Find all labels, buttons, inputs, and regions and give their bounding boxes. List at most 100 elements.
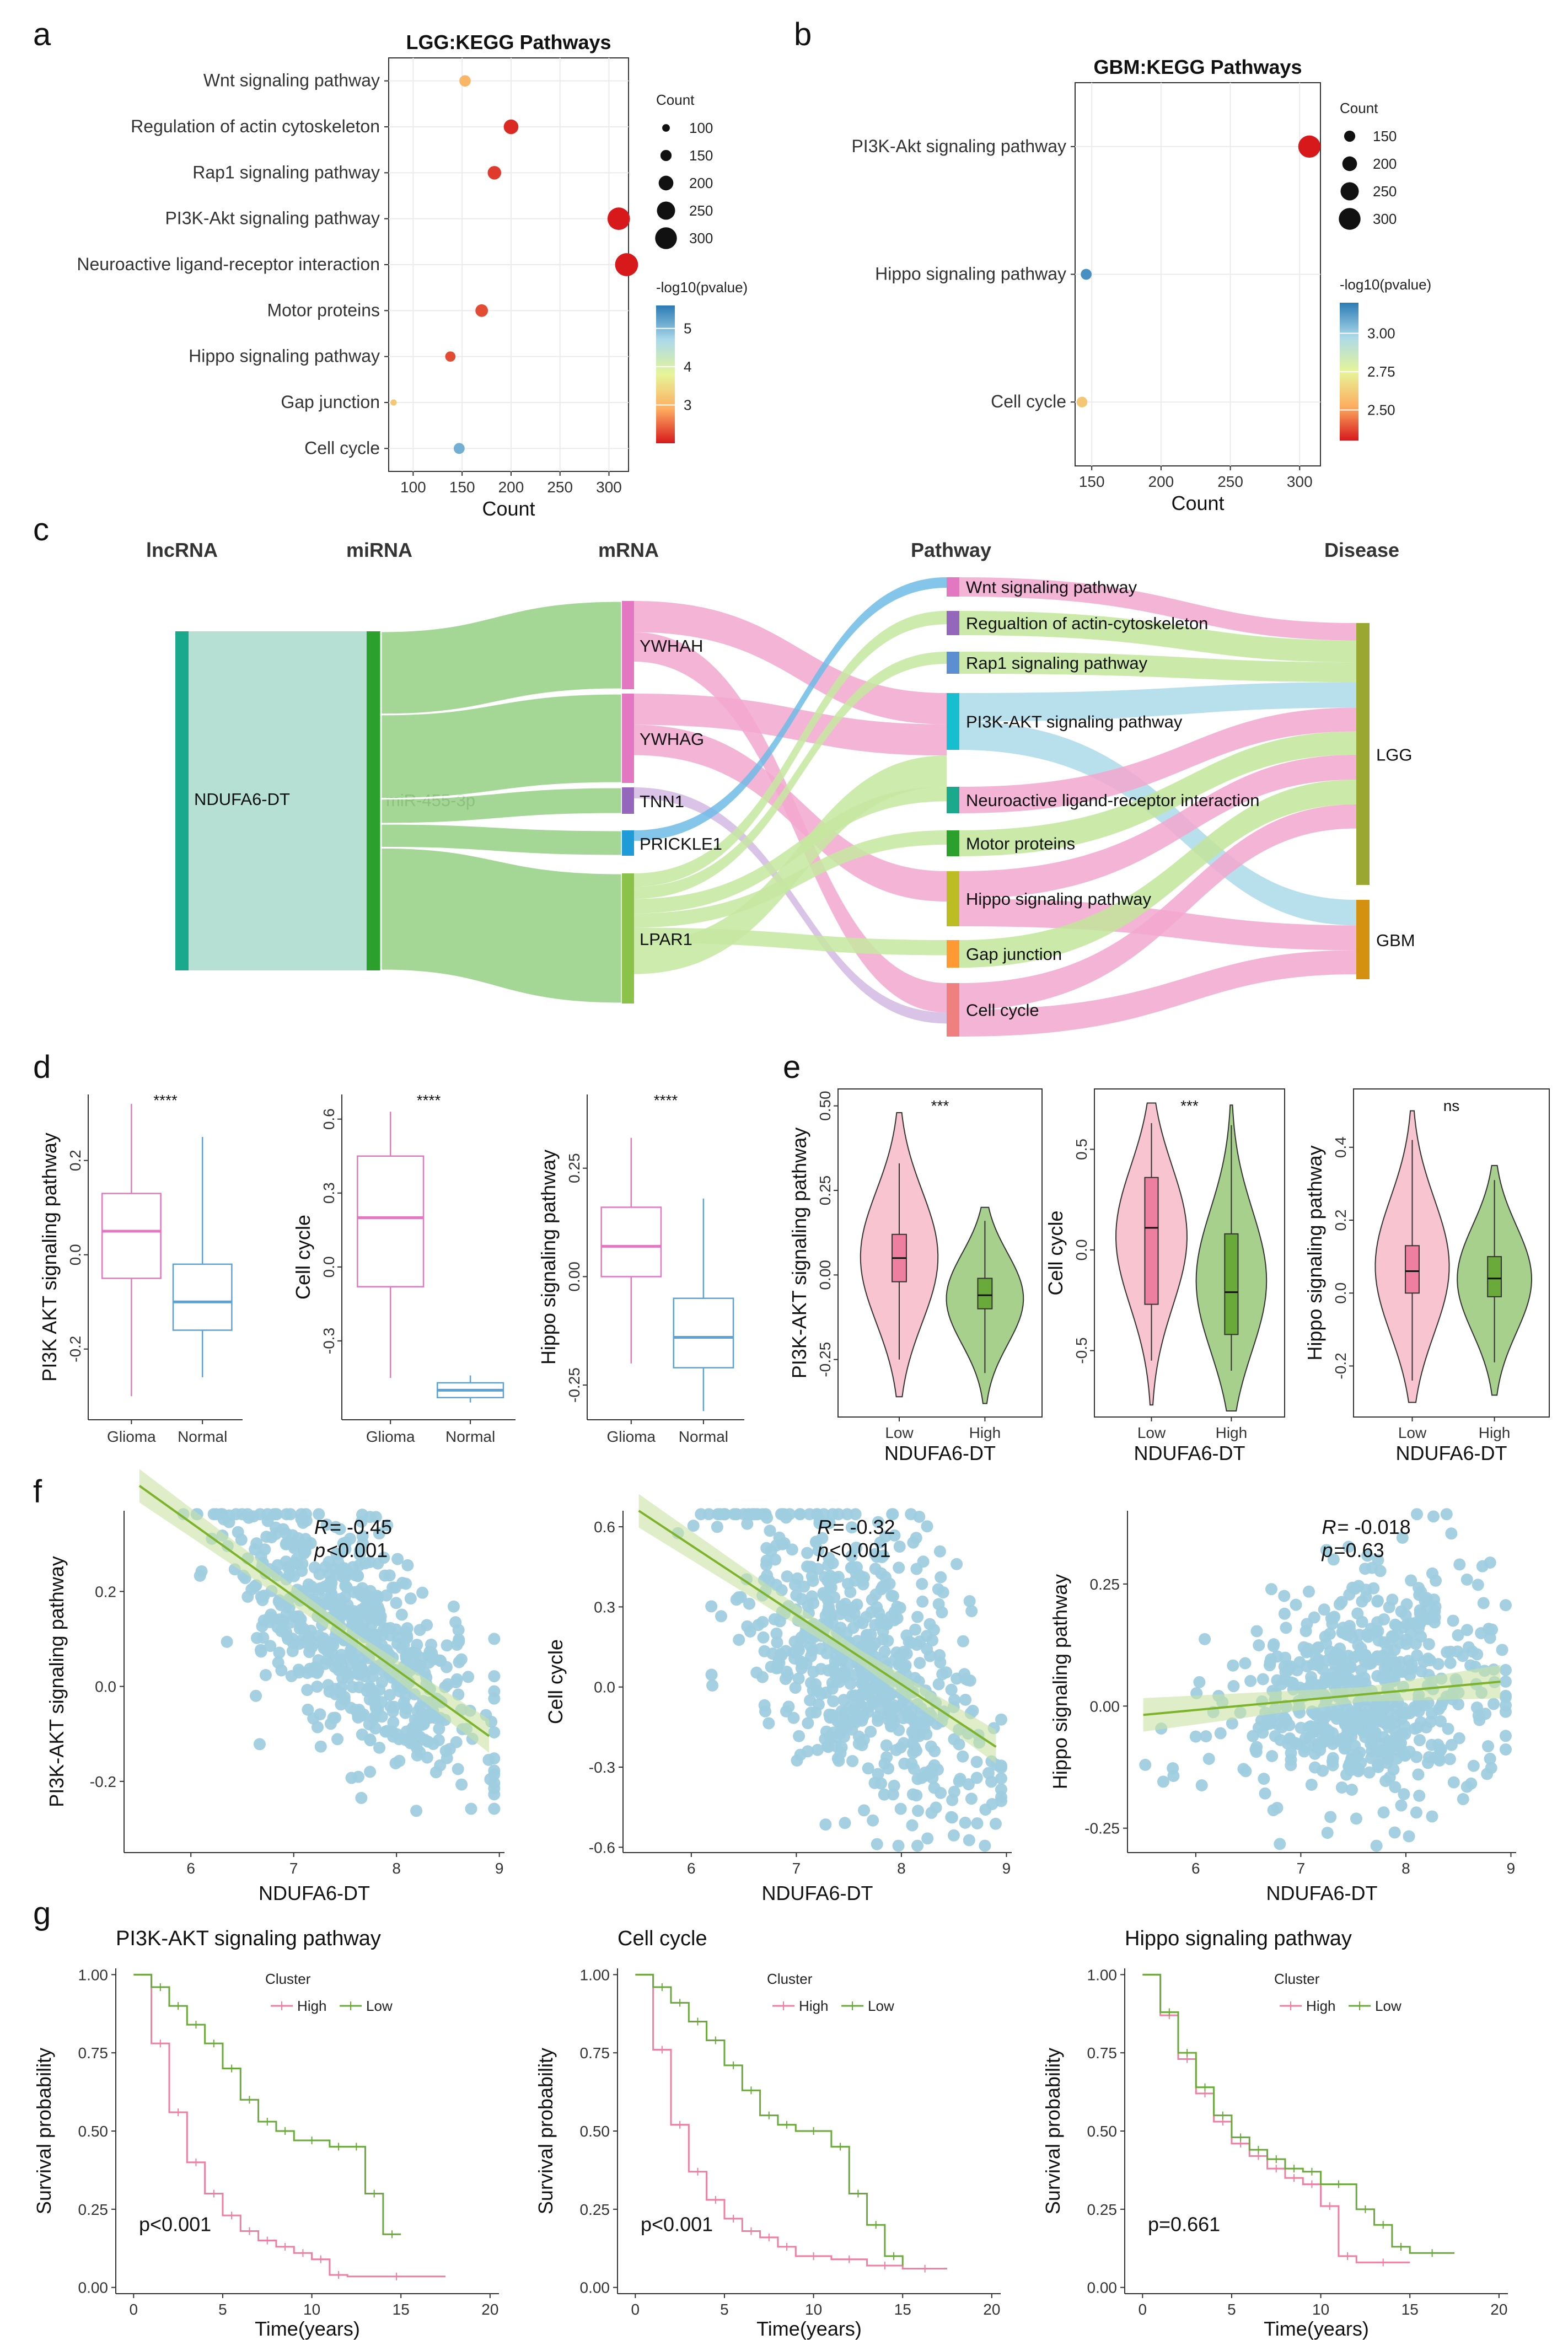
data-point [780, 1511, 792, 1524]
legend-label: High [1306, 1998, 1335, 2014]
data-point [878, 1788, 890, 1801]
flow-pathway-disease [959, 721, 1356, 926]
data-point [995, 1713, 1007, 1726]
data-point [1308, 1611, 1320, 1624]
data-point [416, 1586, 429, 1599]
y-tick-label: 0.50 [817, 1091, 834, 1121]
data-point [925, 1740, 937, 1753]
node-pathway [947, 787, 959, 813]
x-tick-label: Low [1398, 1424, 1427, 1441]
data-point [733, 1634, 745, 1646]
data-point [893, 1659, 905, 1671]
y-tick-label: 0.75 [1087, 2044, 1118, 2062]
data-point [1279, 1651, 1292, 1664]
data-point [833, 1676, 846, 1688]
size-legend-dot [1342, 156, 1357, 171]
data-point [1199, 1633, 1211, 1645]
data-point [821, 1605, 834, 1618]
data-point [945, 1811, 958, 1823]
panel-a-dotplot: LGG:KEGG Pathways 100 150 200 250 300 Count Wnt… [77, 31, 748, 520]
data-point [445, 351, 456, 362]
data-point [1370, 1715, 1383, 1728]
node-label: YWHAG [640, 729, 704, 749]
data-point [882, 1762, 895, 1775]
data-point [1405, 1659, 1418, 1671]
size-legend-dot [655, 227, 677, 249]
flow-pathway-disease [959, 731, 1356, 856]
category-label: Wnt signaling pathway [203, 71, 380, 90]
data-point [270, 1528, 282, 1541]
panel-label-f: f [33, 1474, 42, 1510]
data-point [398, 1697, 410, 1709]
x-tick-label: 300 [596, 479, 622, 496]
node-disease [1356, 623, 1370, 885]
data-point [1252, 1721, 1265, 1734]
x-tick-label: 9 [1002, 1860, 1011, 1877]
y-axis-label: Survival probability [1041, 2048, 1064, 2214]
data-point [1318, 1603, 1330, 1616]
x-tick-label: 7 [792, 1860, 801, 1877]
data-point [893, 1541, 906, 1553]
data-point [355, 1791, 368, 1804]
data-point [909, 1623, 922, 1636]
data-point [743, 1597, 756, 1610]
data-point [814, 1688, 827, 1700]
data-point [857, 1578, 869, 1591]
data-point [1422, 1751, 1435, 1763]
y-axis-label: PI3K-AKT signaling pathway [788, 1128, 810, 1379]
node-pathway [947, 940, 959, 968]
data-point [399, 1625, 412, 1638]
y-tick-label: 0.0 [320, 1256, 337, 1278]
data-point [1361, 1549, 1374, 1562]
data-point [1214, 1727, 1227, 1740]
data-point [1411, 1721, 1424, 1733]
data-point [1400, 1598, 1413, 1611]
y-tick-label: -0.2 [67, 1336, 84, 1362]
data-point [1076, 396, 1088, 407]
flow-pathway-disease [959, 611, 1356, 663]
data-point [1410, 1508, 1423, 1521]
y-tick-label: -0.2 [1332, 1353, 1349, 1379]
data-point [864, 1725, 877, 1738]
data-point [780, 1665, 793, 1678]
y-tick-label: -0.5 [1073, 1337, 1090, 1364]
x-tick-label: Low [885, 1424, 914, 1441]
data-point [867, 1814, 879, 1827]
data-point [1167, 1762, 1179, 1774]
data-point [1308, 1761, 1321, 1774]
data-point [357, 1537, 369, 1550]
data-point [1335, 1596, 1348, 1608]
x-tick-label: 10 [1312, 2301, 1329, 2318]
data-point [335, 1649, 348, 1661]
data-point [1371, 1650, 1384, 1663]
data-point [1275, 1678, 1288, 1690]
data-point [757, 1631, 770, 1644]
data-point [906, 1819, 919, 1832]
data-point [822, 1741, 835, 1753]
data-point [1378, 1662, 1391, 1675]
box [101, 1193, 162, 1279]
data-point [1359, 1731, 1372, 1743]
data-point [912, 1805, 925, 1817]
data-point [760, 1554, 773, 1567]
data-point [1432, 1738, 1445, 1751]
data-point [1373, 1745, 1386, 1758]
data-point [1426, 1810, 1438, 1823]
survival-curve [1142, 1973, 1455, 2254]
data-point [250, 1689, 262, 1702]
data-point [398, 1638, 410, 1651]
data-point [411, 1749, 423, 1762]
data-point [1250, 1625, 1263, 1638]
box [1405, 1245, 1420, 1294]
data-point [1420, 1721, 1432, 1733]
data-point [312, 1664, 324, 1677]
data-point [1312, 1654, 1325, 1666]
node-pathway [947, 652, 959, 674]
data-point [793, 1730, 806, 1742]
node-label: Motor proteins [966, 834, 1075, 854]
data-point [847, 1622, 860, 1634]
data-point [898, 1757, 911, 1770]
y-tick-label: -0.25 [566, 1367, 583, 1403]
data-point [369, 1722, 382, 1735]
